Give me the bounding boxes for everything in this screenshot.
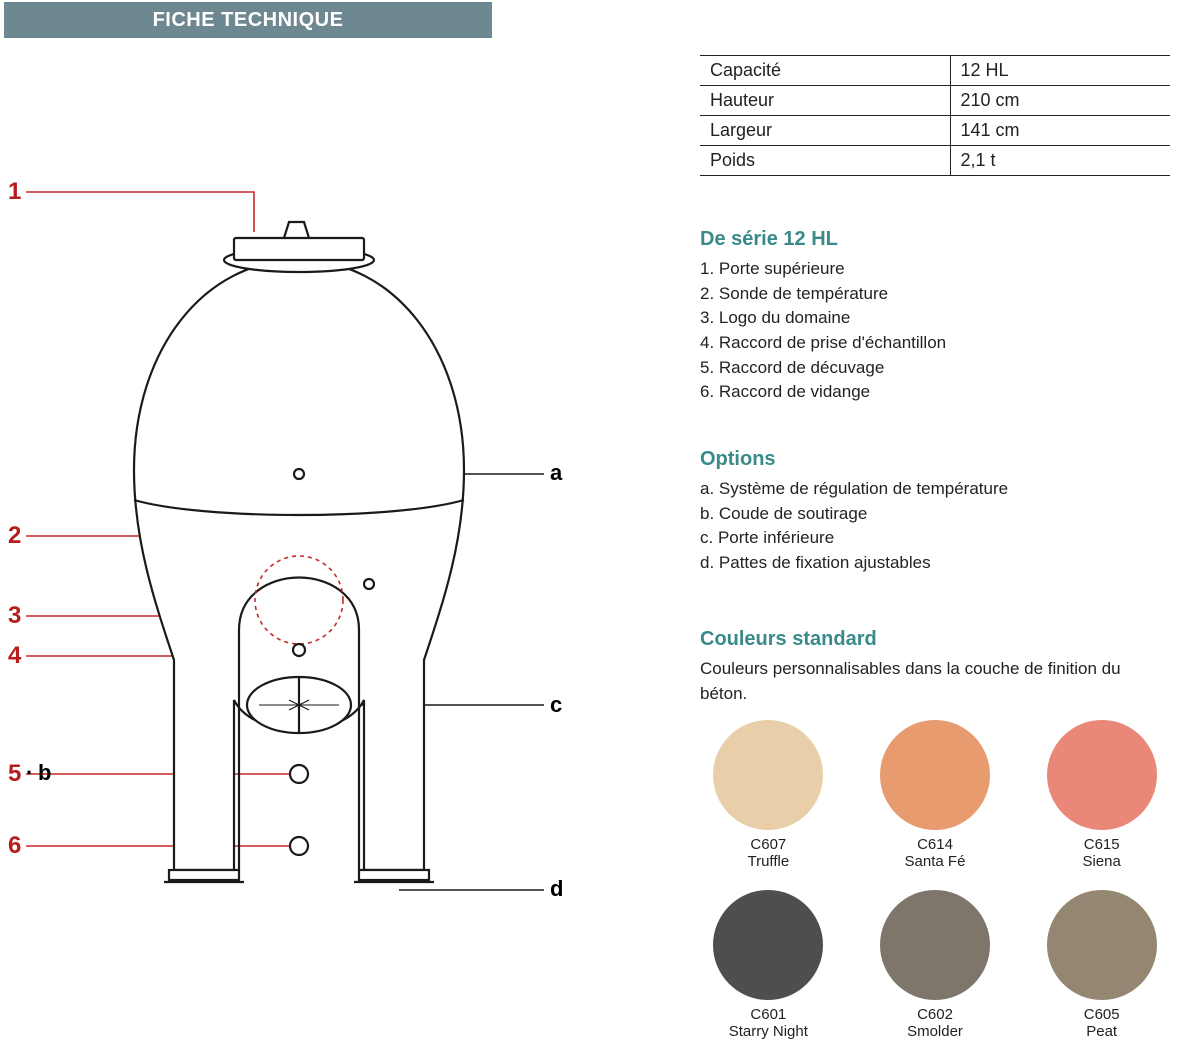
color-swatch: C614Santa Fé [867, 720, 1004, 870]
list-item: a. Système de régulation de température [700, 477, 1170, 502]
list-item: 2. Sonde de température [700, 282, 1170, 307]
swatch-circle [713, 890, 823, 1000]
color-swatch: C605Peat [1033, 890, 1170, 1040]
callout-c: c [550, 692, 562, 718]
spec-table: Capacité12 HLHauteur210 cmLargeur141 cmP… [700, 55, 1170, 176]
callout-5: 5 [8, 760, 21, 788]
callout-b-inline: · [26, 760, 33, 786]
callout-b: b [38, 760, 51, 786]
callout-4: 4 [8, 642, 21, 670]
serie-list: 1. Porte supérieure2. Sonde de températu… [700, 257, 1170, 405]
swatch-name: Santa Fé [867, 853, 1004, 870]
color-swatch: C615Siena [1033, 720, 1170, 870]
swatch-name: Peat [1033, 1023, 1170, 1040]
table-row: Hauteur210 cm [700, 86, 1170, 116]
list-item: 1. Porte supérieure [700, 257, 1170, 282]
list-item: 6. Raccord de vidange [700, 380, 1170, 405]
swatch-code: C605 [1033, 1006, 1170, 1023]
swatch-code: C602 [867, 1006, 1004, 1023]
list-item: b. Coude de soutirage [700, 502, 1170, 527]
spec-label: Capacité [700, 56, 950, 86]
callout-a: a [550, 460, 562, 486]
colors-heading: Couleurs standard [700, 628, 1170, 651]
header-title: FICHE TECHNIQUE [4, 2, 492, 38]
spec-value: 2,1 t [950, 146, 1170, 176]
swatch-name: Siena [1033, 853, 1170, 870]
color-swatch: C607Truffle [700, 720, 837, 870]
list-item: 3. Logo du domaine [700, 306, 1170, 331]
options-list: a. Système de régulation de températureb… [700, 477, 1170, 576]
serie-section: De série 12 HL 1. Porte supérieure2. Son… [700, 228, 1170, 405]
swatch-circle [1047, 720, 1157, 830]
color-swatch: C601Starry Night [700, 890, 837, 1040]
colors-grid: C607TruffleC614Santa FéC615SienaC601Star… [700, 720, 1170, 1040]
callout-2: 2 [8, 522, 21, 550]
options-section: Options a. Système de régulation de temp… [700, 448, 1170, 576]
serie-heading: De série 12 HL [700, 228, 1170, 251]
callout-6: 6 [8, 832, 21, 860]
swatch-circle [713, 720, 823, 830]
swatch-code: C614 [867, 836, 1004, 853]
spec-label: Hauteur [700, 86, 950, 116]
table-row: Capacité12 HL [700, 56, 1170, 86]
list-item: c. Porte inférieure [700, 526, 1170, 551]
options-heading: Options [700, 448, 1170, 471]
list-item: 4. Raccord de prise d'échantillon [700, 331, 1170, 356]
colors-section: Couleurs standard Couleurs personnalisab… [700, 628, 1170, 1040]
tank-diagram [4, 160, 594, 900]
swatch-circle [1047, 890, 1157, 1000]
spec-table-body: Capacité12 HLHauteur210 cmLargeur141 cmP… [700, 56, 1170, 176]
colors-subtext: Couleurs personnalisables dans la couche… [700, 657, 1170, 706]
spec-value: 141 cm [950, 116, 1170, 146]
swatch-circle [880, 890, 990, 1000]
swatch-code: C601 [700, 1006, 837, 1023]
swatch-code: C615 [1033, 836, 1170, 853]
swatch-name: Starry Night [700, 1023, 837, 1040]
spec-value: 12 HL [950, 56, 1170, 86]
table-row: Largeur141 cm [700, 116, 1170, 146]
callout-3: 3 [8, 602, 21, 630]
spec-label: Poids [700, 146, 950, 176]
spec-value: 210 cm [950, 86, 1170, 116]
swatch-code: C607 [700, 836, 837, 853]
list-item: d. Pattes de fixation ajustables [700, 551, 1170, 576]
color-swatch: C602Smolder [867, 890, 1004, 1040]
swatch-name: Truffle [700, 853, 837, 870]
callout-d: d [550, 876, 563, 902]
diagram-container: 1 2 3 4 5 6 · a b c d [4, 160, 594, 900]
callout-1: 1 [8, 178, 21, 206]
table-row: Poids2,1 t [700, 146, 1170, 176]
swatch-name: Smolder [867, 1023, 1004, 1040]
swatch-circle [880, 720, 990, 830]
list-item: 5. Raccord de décuvage [700, 356, 1170, 381]
spec-label: Largeur [700, 116, 950, 146]
